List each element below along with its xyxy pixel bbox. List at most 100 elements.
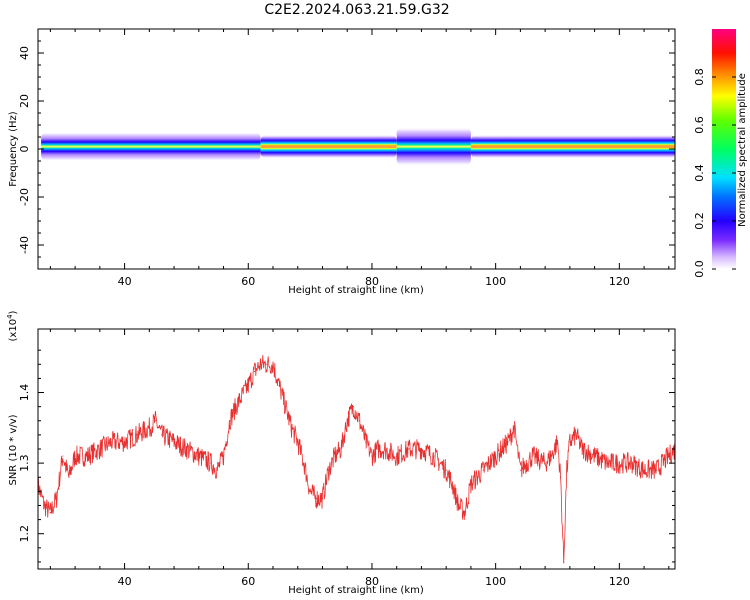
colorbar-tick-label-1: 0.2: [693, 212, 706, 230]
snr-point-38: [340, 448, 342, 450]
snr-point-7: [86, 455, 89, 457]
top-xtick-label-2: 80: [365, 275, 379, 288]
snr-point-62: [550, 455, 552, 457]
snr-point-59: [519, 469, 521, 471]
snr-point-46: [396, 455, 398, 457]
bottom-xtick-label-2: 80: [365, 575, 379, 588]
snr-point-39: [346, 420, 348, 422]
top-xtick-label-3: 100: [485, 275, 506, 288]
snr-point-56: [495, 455, 497, 457]
snr-point-49: [433, 455, 435, 457]
colorbar-tick-label-2: 0.4: [693, 164, 706, 182]
snr-point-54: [470, 483, 472, 485]
colorbar: 0.0 0.2 0.4 0.6 0.8: [693, 29, 736, 278]
snr-point-6: [74, 455, 76, 457]
bottom-ytick-label-0: 1.2: [18, 525, 31, 543]
colorbar-tick-label-4: 0.8: [693, 68, 706, 86]
bottom-xtick-label-3: 100: [485, 575, 506, 588]
top-ytick-label-4: -40: [18, 236, 31, 254]
snr-point-73: [631, 462, 633, 464]
snr-point-29: [284, 406, 286, 408]
bottom-ytick-label-2: 1.4: [18, 384, 31, 402]
y-multiplier: (x104): [6, 310, 19, 341]
snr-point-10: [123, 441, 126, 443]
snr-point-1: [43, 504, 45, 507]
snr-point-34: [315, 497, 317, 500]
snr-point-36: [328, 469, 330, 471]
top-xtick-label-1: 60: [241, 275, 255, 288]
top-xtick-label-4: 120: [609, 275, 630, 288]
snr-point-28: [278, 384, 280, 387]
snr-point-75: [655, 469, 658, 471]
snr-point-48: [420, 448, 423, 450]
snr-point-44: [377, 448, 379, 450]
snr-line: [38, 354, 675, 564]
colorbar-label: Normalized spectral amplitude: [737, 73, 748, 227]
snr-point-72: [618, 462, 620, 464]
top-ytick-label-3: -20: [18, 188, 31, 206]
snr-point-47: [408, 448, 410, 450]
snr-point-51: [451, 483, 453, 485]
snr-point-12: [148, 427, 150, 429]
snr-point-9: [111, 441, 113, 443]
snr-point-22: [235, 406, 237, 408]
snr-point-27: [272, 363, 274, 365]
snr-point-32: [303, 462, 305, 464]
snr-point-55: [482, 469, 484, 471]
snr-point-67: [569, 441, 571, 443]
spectrogram-band: [41, 127, 675, 166]
snr-point-5: [68, 476, 70, 478]
snr-point-63: [556, 441, 559, 443]
snr-point-52: [457, 504, 460, 507]
snr-point-18: [210, 462, 212, 464]
snr-point-24: [253, 370, 256, 372]
y-multiplier-close: ): [8, 310, 19, 314]
snr-point-23: [247, 384, 249, 387]
snr-point-41: [358, 420, 361, 422]
top-xtick-label-0: 40: [118, 275, 132, 288]
snr-point-74: [643, 469, 645, 471]
snr-point-64: [559, 476, 562, 478]
snr-point-13: [154, 420, 157, 422]
snr-point-3: [55, 497, 58, 500]
bottom-xtick-label-1: 60: [241, 575, 255, 588]
snr-point-37: [334, 455, 336, 457]
snr-point-76: [668, 455, 670, 457]
snr-point-21: [229, 420, 231, 422]
snr-point-35: [321, 497, 324, 500]
snr-point-8: [99, 448, 101, 450]
snr-point-25: [260, 363, 262, 365]
svg-text:(x104): (x104): [6, 310, 19, 341]
snr-point-70: [594, 455, 596, 457]
snr-point-16: [185, 448, 188, 450]
bottom-ytick-label-1: 1.3: [18, 454, 31, 472]
snr-point-61: [544, 462, 546, 464]
snr-point-30: [290, 427, 293, 429]
snr-point-40: [352, 406, 355, 408]
top-y-axis-label: Frequency (Hz): [8, 111, 19, 187]
colorbar-tick-label-0: 0.0: [693, 260, 706, 278]
snr-series: [38, 354, 675, 564]
snr-panel: 40 60 80 100 120 1.2 1.3 1.4: [18, 328, 676, 588]
colorbar-gradient: [712, 29, 736, 269]
snr-point-50: [445, 469, 447, 471]
snr-point-20: [222, 455, 225, 457]
snr-point-4: [62, 455, 64, 457]
top-ytick-label-2: 0: [18, 146, 31, 153]
snr-point-11: [136, 434, 138, 436]
bottom-y-axis-label: SNR (10 * v/v): [8, 414, 19, 485]
snr-point-58: [513, 427, 515, 429]
snr-point-65: [563, 561, 565, 563]
snr-point-31: [297, 441, 299, 443]
snr-point-33: [309, 490, 311, 492]
snr-point-57: [507, 441, 509, 443]
bottom-xtick-label-4: 120: [609, 575, 630, 588]
snr-point-17: [198, 455, 200, 457]
snr-point-2: [49, 511, 51, 514]
snr-point-26: [266, 363, 268, 365]
chart-title: C2E2.2024.063.21.59.G32: [264, 2, 449, 18]
snr-point-69: [581, 448, 583, 450]
snr-point-42: [365, 441, 367, 443]
